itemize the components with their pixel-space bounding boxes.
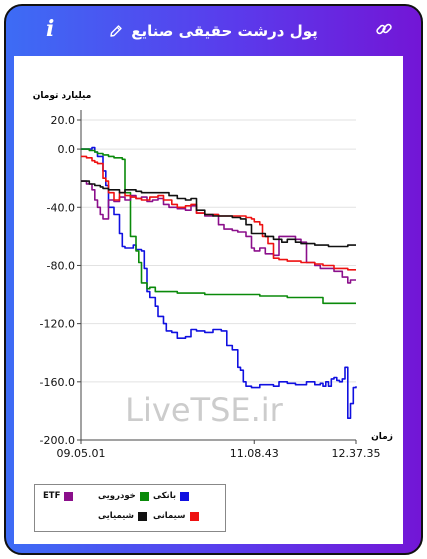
legend-item-chemical[interactable]: شیمیایی: [98, 511, 147, 521]
legend-swatch: [139, 491, 149, 501]
legend-label: شیمیایی: [98, 511, 134, 521]
legend-item-etf[interactable]: ETF: [43, 491, 74, 501]
title-wrap: پول درشت حقیقی صنایع: [6, 6, 421, 56]
series-line: [81, 180, 356, 248]
y-tick-label: 0.0: [58, 143, 76, 156]
legend-swatch: [180, 491, 190, 501]
card-title: پول درشت حقیقی صنایع: [131, 22, 318, 40]
pencil-icon[interactable]: [109, 24, 123, 38]
series-line: [81, 180, 356, 284]
y-tick-label: 20.0: [51, 114, 76, 127]
legend-label: خودرویی: [98, 491, 136, 501]
x-tick-label: 11.08.43: [230, 447, 279, 460]
legend-label: ETF: [43, 491, 61, 501]
legend-item-cement[interactable]: سیمانی: [153, 511, 199, 521]
legend-label: بانکی: [153, 491, 177, 501]
legend-item-banking[interactable]: بانکی: [153, 491, 190, 501]
line-chart: میلیارد تومان زمان LiveTSE.ir 20.0 0.0 -40…: [33, 91, 393, 460]
x-tick-label: 09.05.01: [57, 447, 106, 460]
y-tick-label: -120.0: [40, 318, 75, 331]
legend-swatch: [189, 511, 199, 521]
x-axis-label: زمان: [371, 432, 393, 442]
chart-card: i پول درشت حقیقی صنایع میلیارد تومان زما…: [4, 4, 423, 555]
legend-label: سیمانی: [153, 511, 186, 521]
series-line: [81, 146, 357, 419]
legend-swatch: [64, 491, 74, 501]
link-icon[interactable]: [375, 20, 393, 38]
x-tick-label: 12.37.35: [332, 447, 381, 460]
card-header: i پول درشت حقیقی صنایع: [6, 6, 421, 56]
legend: بانکی خودرویی ETF سیمانی شیمیایی: [34, 484, 226, 532]
chart-panel: میلیارد تومان زمان LiveTSE.ir 20.0 0.0 -40…: [14, 56, 403, 544]
y-axis-label: میلیارد تومان: [33, 91, 92, 101]
watermark: LiveTSE.ir: [125, 391, 283, 429]
y-tick-label: -160.0: [40, 376, 75, 389]
info-icon[interactable]: i: [46, 16, 55, 42]
y-tick-label: -40.0: [47, 201, 75, 214]
y-tick-label: -200.0: [40, 434, 75, 447]
y-tick-label: -80.0: [47, 259, 75, 272]
series-line: [81, 155, 356, 271]
legend-swatch: [137, 511, 147, 521]
series-line: [81, 148, 356, 305]
legend-item-automotive[interactable]: خودرویی: [98, 491, 149, 501]
